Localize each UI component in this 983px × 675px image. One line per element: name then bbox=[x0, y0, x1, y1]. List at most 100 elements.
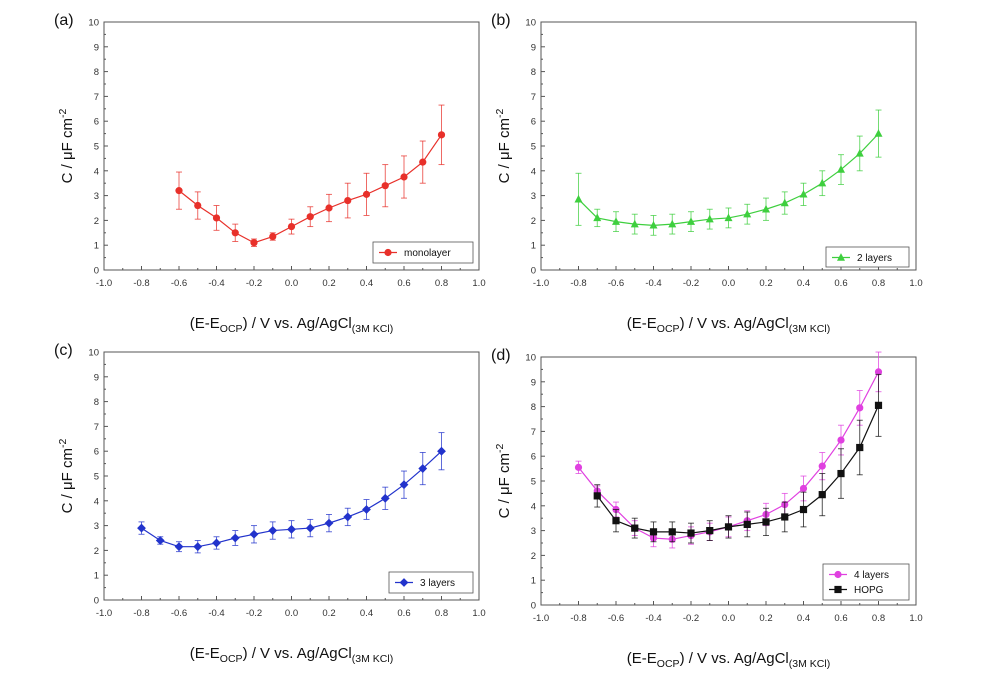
x-tick-label: -0.4 bbox=[645, 278, 661, 289]
x-tick-label: 0.8 bbox=[435, 608, 448, 619]
data-point bbox=[724, 213, 733, 222]
x-tick-label: 0.2 bbox=[322, 278, 335, 289]
x-tick-label: -0.8 bbox=[570, 278, 586, 289]
y-tick-label: 3 bbox=[531, 191, 536, 202]
data-point bbox=[381, 182, 389, 190]
data-point bbox=[305, 523, 315, 533]
chart-panel: (d) -1.0 -0.8 -0.6 -0.4 -0.2 0.0 0.2 0.4 0.6 0.8 1.… bbox=[491, 347, 923, 670]
legend-marker bbox=[837, 253, 845, 261]
x-tick-label: 0.6 bbox=[397, 278, 410, 289]
x-tick-label: 0.0 bbox=[285, 278, 298, 289]
y-tick-label: 6 bbox=[531, 117, 536, 128]
data-point bbox=[268, 526, 278, 535]
data-point bbox=[343, 512, 353, 522]
y-tick-label: 6 bbox=[531, 452, 536, 463]
x-tick-label: -0.2 bbox=[683, 613, 699, 624]
x-tick-label: -0.4 bbox=[645, 613, 661, 624]
y-tick-label: 2 bbox=[531, 216, 536, 227]
data-point bbox=[687, 529, 695, 537]
legend-box bbox=[822, 563, 910, 601]
y-tick-label: 6 bbox=[94, 117, 99, 128]
x-tick-label: -0.2 bbox=[683, 278, 699, 289]
y-tick-label: 1 bbox=[531, 241, 536, 252]
x-tick-label: 1.0 bbox=[472, 278, 485, 289]
x-tick-label: -1.0 bbox=[533, 278, 549, 289]
y-tick-label: 10 bbox=[525, 353, 536, 364]
y-tick-label: 4 bbox=[94, 496, 99, 507]
y-axis-label: C / μF cm-2 bbox=[57, 109, 76, 184]
data-point bbox=[249, 529, 259, 539]
data-point bbox=[344, 196, 352, 205]
x-tick-label: 0.2 bbox=[759, 278, 772, 289]
chart-panel: (c) -1.0 -0.8 -0.6 -0.4 -0.2 0.0 0.2 0.4 0.6 0.8 1.… bbox=[54, 342, 486, 665]
y-axis-label: C / μF cm-2 bbox=[57, 439, 76, 514]
y-tick-label: 6 bbox=[94, 447, 99, 458]
y-tick-label: 9 bbox=[94, 42, 99, 53]
x-tick-label: 0.0 bbox=[722, 278, 735, 289]
data-point bbox=[418, 464, 428, 473]
data-point bbox=[193, 542, 203, 552]
x-tick-label: -0.4 bbox=[208, 608, 224, 619]
y-tick-label: 7 bbox=[531, 427, 536, 438]
legend-marker bbox=[399, 578, 409, 587]
data-point bbox=[706, 527, 714, 535]
data-point bbox=[612, 517, 620, 525]
y-tick-label: 9 bbox=[531, 42, 536, 53]
data-point bbox=[837, 469, 845, 478]
data-point bbox=[799, 189, 808, 198]
legend-label: 3 layers bbox=[420, 578, 455, 589]
x-tick-label: 0.2 bbox=[759, 613, 772, 624]
data-point bbox=[837, 436, 845, 444]
data-point bbox=[668, 528, 676, 536]
data-point bbox=[399, 480, 409, 490]
legend: 2 layers bbox=[825, 246, 910, 268]
y-tick-label: 1 bbox=[94, 241, 99, 252]
data-point bbox=[231, 229, 239, 237]
legend-box bbox=[825, 246, 910, 268]
x-tick-label: -0.8 bbox=[133, 278, 149, 289]
data-point bbox=[818, 462, 826, 470]
data-point bbox=[612, 217, 620, 225]
data-point bbox=[212, 214, 221, 222]
y-tick-label: 7 bbox=[94, 92, 99, 103]
legend-label: 2 layers bbox=[857, 253, 892, 264]
data-point bbox=[574, 463, 583, 471]
data-point bbox=[631, 524, 639, 532]
x-tick-label: 0.8 bbox=[435, 278, 448, 289]
y-tick-label: 8 bbox=[531, 67, 536, 78]
data-point bbox=[137, 523, 146, 533]
y-tick-label: 2 bbox=[94, 216, 99, 227]
panel-label: (c) bbox=[54, 342, 73, 359]
data-point bbox=[269, 232, 277, 241]
data-point bbox=[287, 223, 296, 231]
x-tick-label: -0.8 bbox=[133, 608, 149, 619]
data-point bbox=[874, 401, 883, 409]
y-tick-label: 4 bbox=[94, 166, 99, 177]
y-tick-label: 7 bbox=[94, 422, 99, 433]
legend: monolayer bbox=[372, 241, 474, 264]
y-tick-label: 5 bbox=[94, 472, 99, 483]
x-axis-label: (E-EOCP) / V vs. Ag/AgCl(3M KCl) bbox=[190, 315, 393, 335]
x-tick-label: 0.6 bbox=[397, 608, 410, 619]
y-tick-label: 7 bbox=[531, 92, 536, 103]
x-tick-label: 0.4 bbox=[360, 278, 373, 289]
data-point bbox=[649, 220, 658, 229]
data-point bbox=[855, 149, 864, 157]
data-point bbox=[324, 518, 334, 528]
y-tick-label: 10 bbox=[88, 348, 99, 359]
y-tick-label: 5 bbox=[94, 142, 99, 153]
data-point bbox=[743, 520, 751, 528]
x-tick-label: -0.6 bbox=[171, 278, 187, 289]
data-point bbox=[668, 219, 677, 228]
data-point bbox=[856, 404, 864, 412]
data-point bbox=[287, 524, 296, 534]
series-line bbox=[596, 405, 880, 534]
x-tick-label: 1.0 bbox=[909, 613, 922, 624]
data-point bbox=[437, 446, 446, 456]
legend-marker bbox=[834, 570, 842, 579]
x-tick-label: -0.6 bbox=[608, 278, 624, 289]
chart-panel: (a) -1.0 -0.8 -0.6 -0.4 -0.2 0.0 0.2 0.4 0.6 0.8 1.… bbox=[54, 12, 486, 335]
y-tick-label: 0 bbox=[94, 596, 99, 607]
series-line bbox=[578, 371, 880, 540]
